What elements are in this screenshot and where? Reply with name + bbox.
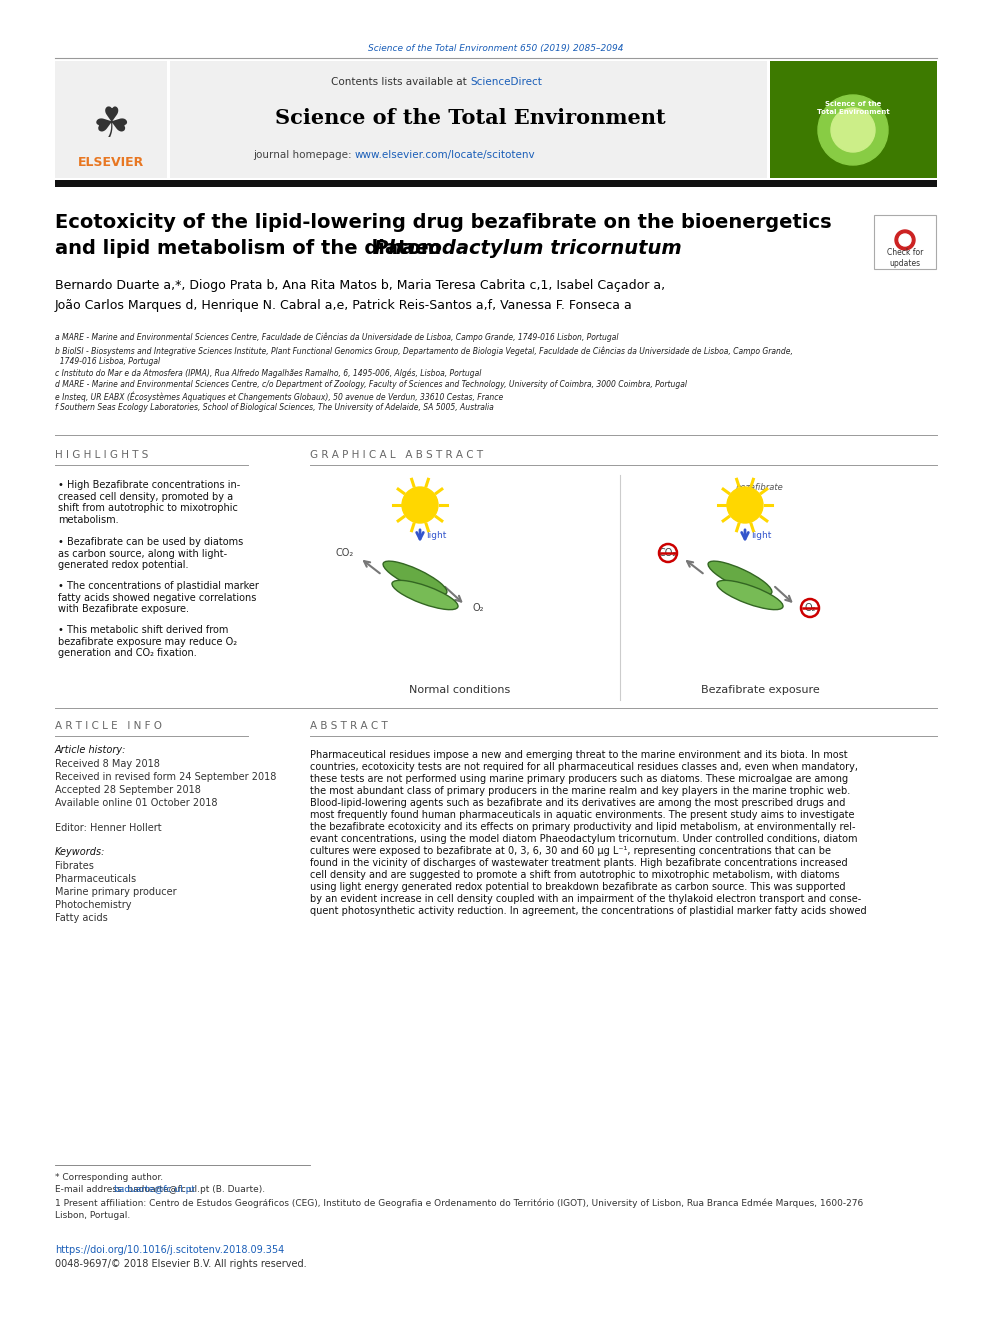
Text: baduarte@fc.ul.pt: baduarte@fc.ul.pt [113,1185,195,1195]
Circle shape [899,234,911,246]
Text: Marine primary producer: Marine primary producer [55,886,177,897]
Text: found in the vicinity of discharges of wastewater treatment plants. High bezafib: found in the vicinity of discharges of w… [310,859,847,868]
Text: 0048-9697/© 2018 Elsevier B.V. All rights reserved.: 0048-9697/© 2018 Elsevier B.V. All right… [55,1259,307,1269]
Text: and lipid metabolism of the diatom: and lipid metabolism of the diatom [55,238,447,258]
Text: A B S T R A C T: A B S T R A C T [310,721,388,732]
Text: * Corresponding author.: * Corresponding author. [55,1172,163,1181]
Text: cell density and are suggested to promote a shift from autotrophic to mixotrophi: cell density and are suggested to promot… [310,871,839,880]
Circle shape [402,487,438,523]
Text: Received in revised form 24 September 2018: Received in revised form 24 September 20… [55,773,277,782]
Text: b BioISI - Biosystems and Integrative Sciences Institute, Plant Functional Genom: b BioISI - Biosystems and Integrative Sc… [55,347,793,366]
Text: Editor: Henner Hollert: Editor: Henner Hollert [55,823,162,833]
Text: the bezafibrate ecotoxicity and its effects on primary productivity and lipid me: the bezafibrate ecotoxicity and its effe… [310,822,855,832]
Text: https://doi.org/10.1016/j.scitotenv.2018.09.354: https://doi.org/10.1016/j.scitotenv.2018… [55,1245,285,1256]
Text: Fibrates: Fibrates [55,861,94,871]
Text: • The concentrations of plastidial marker
fatty acids showed negative correlatio: • The concentrations of plastidial marke… [58,581,259,614]
Ellipse shape [383,561,447,595]
Text: bezafibrate: bezafibrate [736,483,784,492]
Text: A R T I C L E   I N F O: A R T I C L E I N F O [55,721,162,732]
Text: Keywords:: Keywords: [55,847,105,857]
Text: Pharmaceutical residues impose a new and emerging threat to the marine environme: Pharmaceutical residues impose a new and… [310,750,847,759]
Text: d MARE - Marine and Environmental Sciences Centre, c/o Department of Zoology, Fa: d MARE - Marine and Environmental Scienc… [55,380,687,389]
Text: cultures were exposed to bezafibrate at 0, 3, 6, 30 and 60 μg L⁻¹, representing : cultures were exposed to bezafibrate at … [310,845,831,856]
Text: • This metabolic shift derived from
bezafibrate exposure may reduce O₂
generatio: • This metabolic shift derived from beza… [58,624,237,659]
Text: Fatty acids: Fatty acids [55,913,108,923]
Text: João Carlos Marques d, Henrique N. Cabral a,e, Patrick Reis-Santos a,f, Vanessa : João Carlos Marques d, Henrique N. Cabra… [55,299,633,311]
Text: most frequently found human pharmaceuticals in aquatic environments. The present: most frequently found human pharmaceutic… [310,810,854,820]
Text: Check for
updates: Check for updates [887,249,924,267]
Text: ScienceDirect: ScienceDirect [470,77,542,87]
Text: G R A P H I C A L   A B S T R A C T: G R A P H I C A L A B S T R A C T [310,450,483,460]
Text: c Instituto do Mar e da Atmosfera (IPMA), Rua Alfredo Magalhães Ramalho, 6, 1495: c Instituto do Mar e da Atmosfera (IPMA)… [55,368,481,377]
Text: light: light [426,532,446,541]
Text: Contents lists available at: Contents lists available at [331,77,470,87]
Text: Normal conditions: Normal conditions [410,685,511,695]
Text: Blood-lipid-lowering agents such as bezafibrate and its derivatives are among th: Blood-lipid-lowering agents such as beza… [310,798,845,808]
Text: Ecotoxicity of the lipid-lowering drug bezafibrate on the bioenergetics: Ecotoxicity of the lipid-lowering drug b… [55,213,831,232]
Ellipse shape [708,561,772,595]
Text: countries, ecotoxicity tests are not required for all pharmaceutical residues cl: countries, ecotoxicity tests are not req… [310,762,858,773]
Circle shape [831,108,875,152]
Text: O₂: O₂ [472,603,484,613]
Bar [55,61,167,179]
Text: O₂: O₂ [805,603,815,613]
Text: these tests are not performed using marine primary producers such as diatoms. Th: these tests are not performed using mari… [310,774,848,785]
Text: CO₂: CO₂ [659,548,678,558]
Text: Bezafibrate exposure: Bezafibrate exposure [700,685,819,695]
Text: light: light [751,532,772,541]
Circle shape [895,230,915,250]
Text: H I G H L I G H T S: H I G H L I G H T S [55,450,149,460]
Text: ELSEVIER: ELSEVIER [78,156,144,168]
Text: Received 8 May 2018: Received 8 May 2018 [55,759,160,769]
Text: • High Bezafibrate concentrations in-
creased cell density, promoted by a
shift : • High Bezafibrate concentrations in- cr… [58,480,240,525]
Text: Available online 01 October 2018: Available online 01 October 2018 [55,798,217,808]
Text: Photochemistry: Photochemistry [55,900,132,910]
Circle shape [818,95,888,165]
Text: Science of the Total Environment: Science of the Total Environment [275,108,666,128]
Bar [55,180,937,187]
Text: Pharmaceuticals: Pharmaceuticals [55,875,136,884]
Circle shape [727,487,763,523]
Text: a MARE - Marine and Environmental Sciences Centre, Faculdade de Ciências da Univ: a MARE - Marine and Environmental Scienc… [55,332,618,341]
Text: Accepted 28 September 2018: Accepted 28 September 2018 [55,785,200,795]
Text: ☘: ☘ [92,105,130,146]
Text: • Bezafibrate can be used by diatoms
as carbon source, along with light-
generat: • Bezafibrate can be used by diatoms as … [58,537,243,570]
Text: quent photosynthetic activity reduction. In agreement, the concentrations of pla: quent photosynthetic activity reduction.… [310,906,867,916]
Text: Science of the Total Environment 650 (2019) 2085–2094: Science of the Total Environment 650 (20… [368,44,624,53]
Text: www.elsevier.com/locate/scitotenv: www.elsevier.com/locate/scitotenv [355,149,536,160]
Text: journal homepage:: journal homepage: [253,149,355,160]
Text: Phaeodactylum tricornutum: Phaeodactylum tricornutum [374,238,682,258]
Text: the most abundant class of primary producers in the marine realm and key players: the most abundant class of primary produ… [310,786,850,796]
FancyBboxPatch shape [874,216,936,269]
Text: E-mail address: baduarte@fc.ul.pt (B. Duarte).: E-mail address: baduarte@fc.ul.pt (B. Du… [55,1185,265,1195]
Text: Lisbon, Portugal.: Lisbon, Portugal. [55,1211,130,1220]
Text: evant concentrations, using the model diatom Phaeodactylum tricornutum. Under co: evant concentrations, using the model di… [310,833,857,844]
Text: Science of the
Total Environment: Science of the Total Environment [816,102,890,115]
Text: f Southern Seas Ecology Laboratories, School of Biological Sciences, The Univers: f Southern Seas Ecology Laboratories, Sc… [55,404,494,411]
Text: CO₂: CO₂ [336,548,354,558]
Text: 1 Present affiliation: Centro de Estudos Geográficos (CEG), Instituto de Geograf: 1 Present affiliation: Centro de Estudos… [55,1199,863,1208]
Bar [770,61,937,179]
Text: Article history:: Article history: [55,745,126,755]
Text: Bernardo Duarte a,*, Diogo Prata b, Ana Rita Matos b, Maria Teresa Cabrita c,1, : Bernardo Duarte a,*, Diogo Prata b, Ana … [55,279,665,292]
Ellipse shape [392,581,458,610]
Text: using light energy generated redox potential to breakdown bezafibrate as carbon : using light energy generated redox poten… [310,882,845,892]
Text: e Insteq, UR EABX (Écosystèmes Aquatiques et Changements Globaux), 50 avenue de : e Insteq, UR EABX (Écosystèmes Aquatique… [55,392,503,402]
Ellipse shape [717,581,783,610]
Text: by an evident increase in cell density coupled with an impairment of the thylako: by an evident increase in cell density c… [310,894,861,904]
Bar [170,61,767,179]
